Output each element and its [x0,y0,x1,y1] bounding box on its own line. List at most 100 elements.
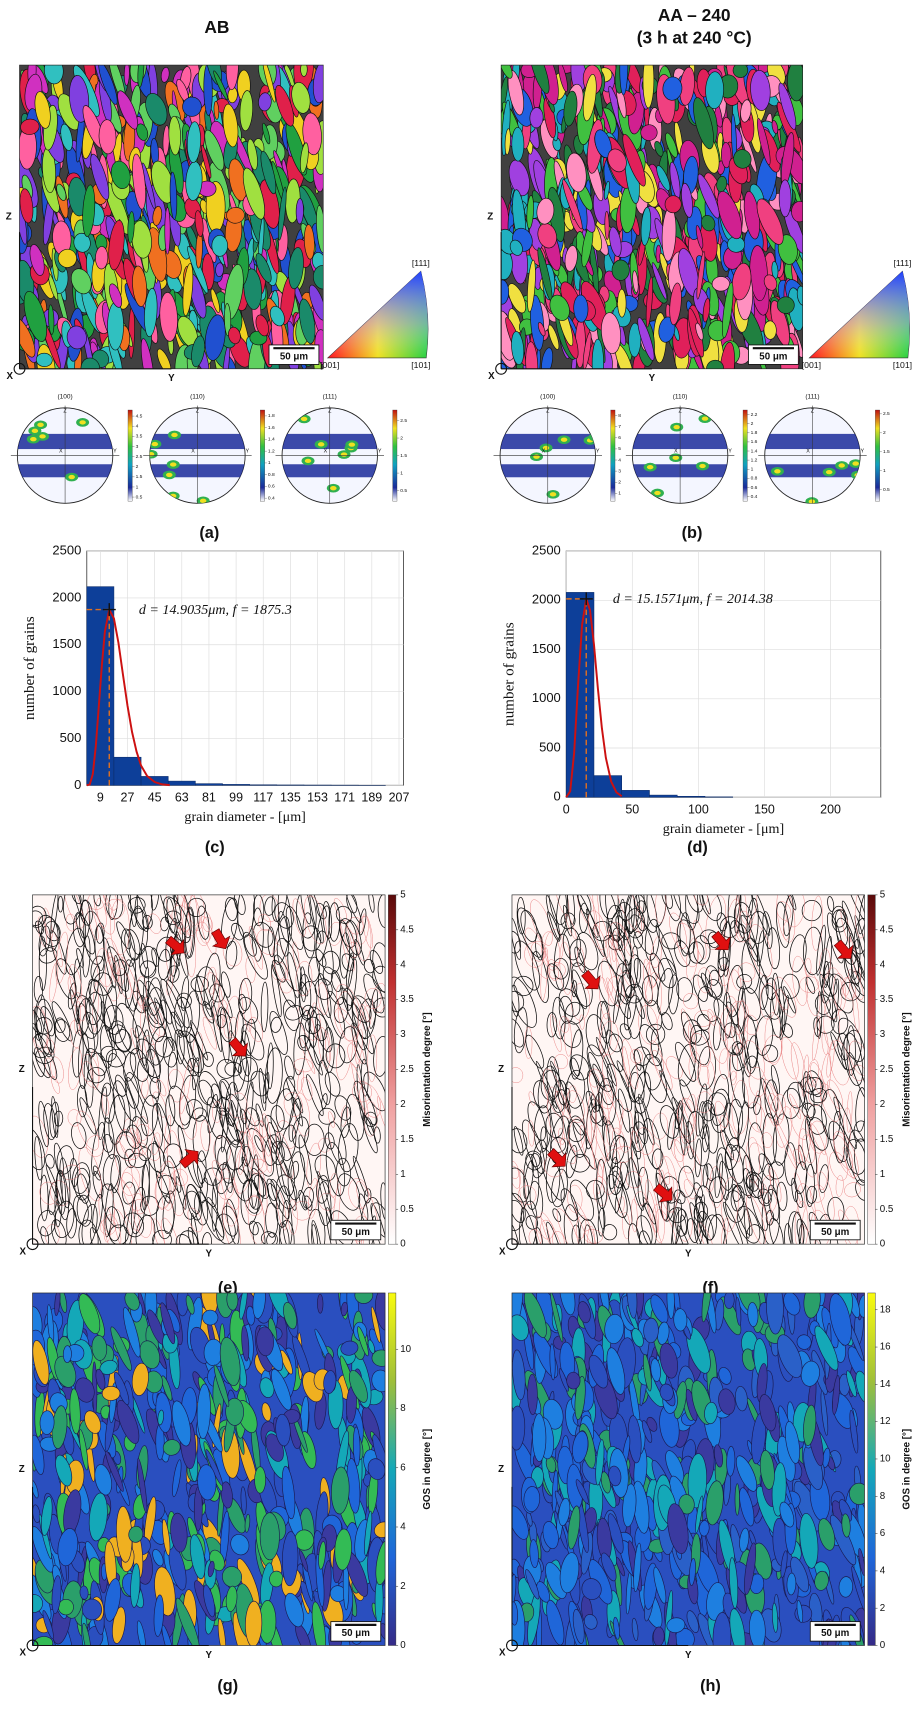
colorbar-tick-label: 4 [880,959,886,970]
grain [296,198,304,224]
colorbar-tick-label: 16 [880,1342,891,1353]
grain [724,1291,734,1308]
colorbar-tick-label: 7 [618,424,621,430]
column-subtitle: (3 h at 240 °C) [637,28,752,48]
colorbar-tick-label: 0.5 [880,1204,894,1215]
colorbar-tick-label: 18 [880,1304,891,1315]
axis-label: Z [19,1064,25,1075]
scale-bar-label: 50 μm [821,1227,850,1238]
x-tick-label: 150 [754,803,775,817]
contour-blob [318,442,325,446]
bar [195,784,222,786]
contour-blob [152,442,159,446]
contour-blob [852,461,859,465]
colorbar-tick-label: 2 [136,464,139,470]
panel-caption: (b) [682,524,703,542]
x-tick-label: 189 [361,791,382,805]
contour-blob [79,420,86,424]
pole-figure-label: (100) [57,394,72,401]
x-tick-label: 0 [563,803,570,817]
axis-label: Y [685,1248,692,1259]
colorbar-tick-label: 8 [618,413,621,419]
colorbar-tick-label: 10 [880,1454,891,1465]
colorbar-tick-label: 10 [400,1344,411,1355]
pole-axis-label: Y [246,449,250,455]
contour-blob [561,438,568,442]
colorbar [611,410,615,501]
pole-figure-label: (111) [805,394,819,401]
grain [712,277,730,292]
colorbar-tick-label: 5 [400,889,406,900]
colorbar-tick-label: 1 [880,1169,885,1180]
grain [735,1484,740,1516]
pole-axis-label: X [542,449,546,455]
y-tick-label: 500 [60,730,82,745]
colorbar-tick-label: 3.5 [400,994,414,1005]
x-tick-label: 153 [307,791,328,805]
colorbar-tick-label: 0.6 [268,484,275,490]
colorbar [875,410,879,501]
grain [260,1513,279,1560]
colorbar-tick-label: 8 [880,1491,885,1502]
colorbar-tick-label: 2 [400,1099,405,1110]
colorbar-tick-label: 1.4 [268,437,275,443]
plot-area [566,551,881,797]
x-tick-label: 200 [820,803,841,817]
pole-figure-label: (111) [323,394,337,401]
map-grains [490,39,811,396]
contour-blob [170,462,177,466]
colorbar-tick-label: 4.5 [400,924,414,935]
axis-label: Z [19,1464,25,1475]
colorbar-tick-label: 1.5 [883,449,890,455]
colorbar [868,1293,876,1646]
colorbar-tick-label: 2 [880,1099,885,1110]
colorbar-label: Misorientation degree [°] [901,1012,912,1126]
colorbar-tick-label: 1.8 [751,430,758,436]
colorbar-tick-label: 4 [400,959,406,970]
colorbar-label: GOS in degree [°] [422,1429,433,1510]
grain [673,1309,687,1332]
contour-blob [702,416,709,420]
x-tick-label: 171 [334,791,355,805]
contour-blob [647,465,654,469]
colorbar-tick-label: 4 [400,1522,406,1533]
panel-caption: (a) [199,524,219,542]
colorbar-tick-label: 6 [618,435,621,441]
contour-blob [774,469,781,473]
scale-bar-label: 50 μm [821,1628,850,1639]
colorbar [388,1293,396,1646]
colorbar-tick-label: 1 [618,491,621,497]
colorbar [260,410,264,501]
colorbar-tick-label: 2.5 [400,1064,414,1075]
grain [212,235,228,256]
pole-figure-label: (100) [540,394,555,401]
colorbar-tick-label: 1.6 [751,439,758,445]
colorbar-tick-label: 2 [400,1581,405,1592]
grain [618,289,627,317]
plot-area [87,551,404,785]
colorbar-tick-label: 0.6 [751,485,758,491]
x-tick-label: 100 [688,803,709,817]
colorbar-tick-label: 1 [136,484,139,490]
contour-blob [341,452,348,456]
colorbar-tick-label: 1 [400,1169,405,1180]
pole-axis-label: Y [728,449,732,455]
panel-caption: (c) [205,839,225,857]
colorbar-tick-label: 1 [883,468,886,474]
grain [63,1346,72,1363]
y-axis-label: number of grains [500,622,517,726]
contour-blob [39,434,46,438]
colorbar-tick-label: 8 [400,1403,405,1414]
panel-caption: (d) [687,839,708,857]
contour-blob [349,442,356,446]
axis-label: Y [206,1650,213,1661]
y-tick-label: 2500 [52,542,81,557]
x-axis-label: grain diameter - [μm] [663,821,784,837]
y-tick-label: 1500 [52,636,81,651]
map-background [512,895,865,1244]
colorbar-tick-label: 0 [880,1640,886,1651]
ipf-key-label: [111] [412,258,430,268]
y-tick-label: 500 [539,739,561,754]
y-tick-label: 2000 [532,592,561,607]
